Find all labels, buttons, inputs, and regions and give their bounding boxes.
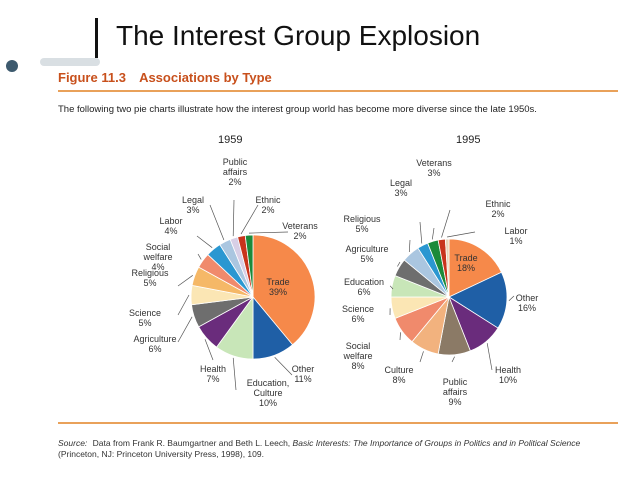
figure-heading: Figure 11.3 Associations by Type — [58, 70, 272, 85]
title-accent-bar — [95, 18, 98, 58]
source-book: Basic Interests: The Importance of Group… — [292, 438, 581, 448]
slide-title: The Interest Group Explosion — [116, 20, 481, 51]
leader-1959-social-welfare — [197, 253, 202, 260]
figure-bottom-rule — [58, 422, 618, 424]
source-text-2: (Princeton, NJ: Princeton University Pre… — [58, 449, 264, 459]
slice-label-1995-public-affairs: Public affairs 9% — [443, 377, 468, 407]
figure-intro: The following two pie charts illustrate … — [58, 104, 537, 115]
slice-label-1995-agriculture: Agriculture 5% — [345, 244, 388, 264]
slice-label-1995-legal: Legal 3% — [390, 178, 412, 198]
leader-1959-education-culture — [232, 357, 237, 391]
slice-label-1995-culture: Culture 8% — [384, 365, 413, 385]
slice-label-1995-other: Other 16% — [516, 293, 539, 313]
slice-label-1995-religious: Religious 5% — [343, 214, 381, 234]
slice-1995-trade — [448, 238, 503, 298]
slice-label-1959-trade: Trade 39% — [266, 277, 289, 297]
leader-1959-other — [274, 356, 293, 376]
slice-label-1995-ethnic: Ethnic 2% — [485, 199, 511, 219]
leader-1995-labor — [447, 231, 476, 238]
chart-title-1995: 1995 — [456, 134, 481, 146]
pie-1959: Trade 39% Other 11%Education, Culture 10% Heal… — [129, 157, 318, 408]
slice-label-1959-ethnic: Ethnic 2% — [255, 195, 281, 215]
leader-1959-legal — [209, 204, 225, 241]
leader-1959-public-affairs — [232, 199, 235, 237]
bullet-dot — [6, 60, 18, 72]
leader-1995-religious — [408, 239, 411, 253]
figure-title: Associations by Type — [139, 70, 272, 85]
chart-title-1959: 1959 — [218, 134, 243, 146]
slice-label-1995-social-welfare: Social welfare 8% — [342, 341, 372, 371]
slice-label-1995-education: Education 6% — [344, 277, 384, 297]
slice-1959-trade — [252, 234, 316, 346]
leader-1959-veterans — [248, 231, 289, 234]
slice-label-1959-education-culture: Education, Culture 10% — [247, 378, 290, 408]
leader-1959-labor — [196, 235, 213, 248]
slice-label-1959-science: Science 5% — [129, 308, 161, 328]
slice-label-1995-veterans: Veterans 3% — [416, 158, 452, 178]
slice-label-1959-religious: Religious 5% — [131, 268, 169, 288]
figure-top-rule — [58, 90, 618, 92]
source-label: Source: — [58, 438, 88, 448]
slice-label-1959-agriculture: Agriculture 6% — [133, 334, 176, 354]
slice-label-1995-trade: Trade 18% — [454, 253, 477, 273]
slice-label-1995-science: Science 6% — [342, 304, 374, 324]
source-text-1: Data from Frank R. Baumgartner and Beth … — [92, 438, 291, 448]
slice-label-1959-veterans: Veterans 2% — [282, 221, 318, 241]
leader-1995-veterans — [431, 227, 435, 240]
leader-1995-health — [486, 343, 493, 371]
slice-label-1995-health: Health 10% — [495, 365, 521, 385]
slice-label-1959-legal: Legal 3% — [182, 195, 204, 215]
leader-1995-education — [389, 285, 394, 290]
leader-1995-legal — [419, 221, 423, 244]
leader-1995-social-welfare — [399, 332, 401, 341]
leader-1959-agriculture — [177, 316, 193, 343]
slice-label-1959-labor: Labor 4% — [159, 216, 182, 236]
slice-label-1959-other: Other 11% — [292, 364, 315, 384]
leader-1959-health — [204, 339, 214, 361]
leader-1995-agriculture — [397, 261, 401, 267]
leader-1995-ethnic — [441, 209, 451, 238]
leader-1959-science — [177, 294, 190, 316]
slice-1995-labor — [444, 238, 450, 298]
figure-number: Figure 11.3 — [58, 70, 126, 85]
slice-1959-veterans — [244, 234, 254, 298]
slice-label-1959-health: Health 7% — [200, 364, 226, 384]
bullet-ghost — [40, 58, 100, 66]
figure-source: Source: Data from Frank R. Baumgartner a… — [58, 438, 618, 460]
pie-1995: Trade 18% Other 16% Health 10% Public affairs 9%… — [342, 158, 538, 407]
slice-1995-other — [448, 271, 508, 329]
slice-label-1959-social-welfare: Social welfare 4% — [142, 242, 172, 272]
slice-label-1959-public-affairs: Public affairs 2% — [223, 157, 248, 187]
leader-1959-religious — [177, 275, 194, 287]
leader-1995-other — [508, 295, 515, 302]
slice-label-1995-labor: Labor 1% — [504, 226, 527, 246]
leader-1959-ethnic — [240, 204, 259, 235]
leader-1995-public-affairs — [451, 356, 455, 363]
leader-1995-culture — [419, 351, 424, 363]
